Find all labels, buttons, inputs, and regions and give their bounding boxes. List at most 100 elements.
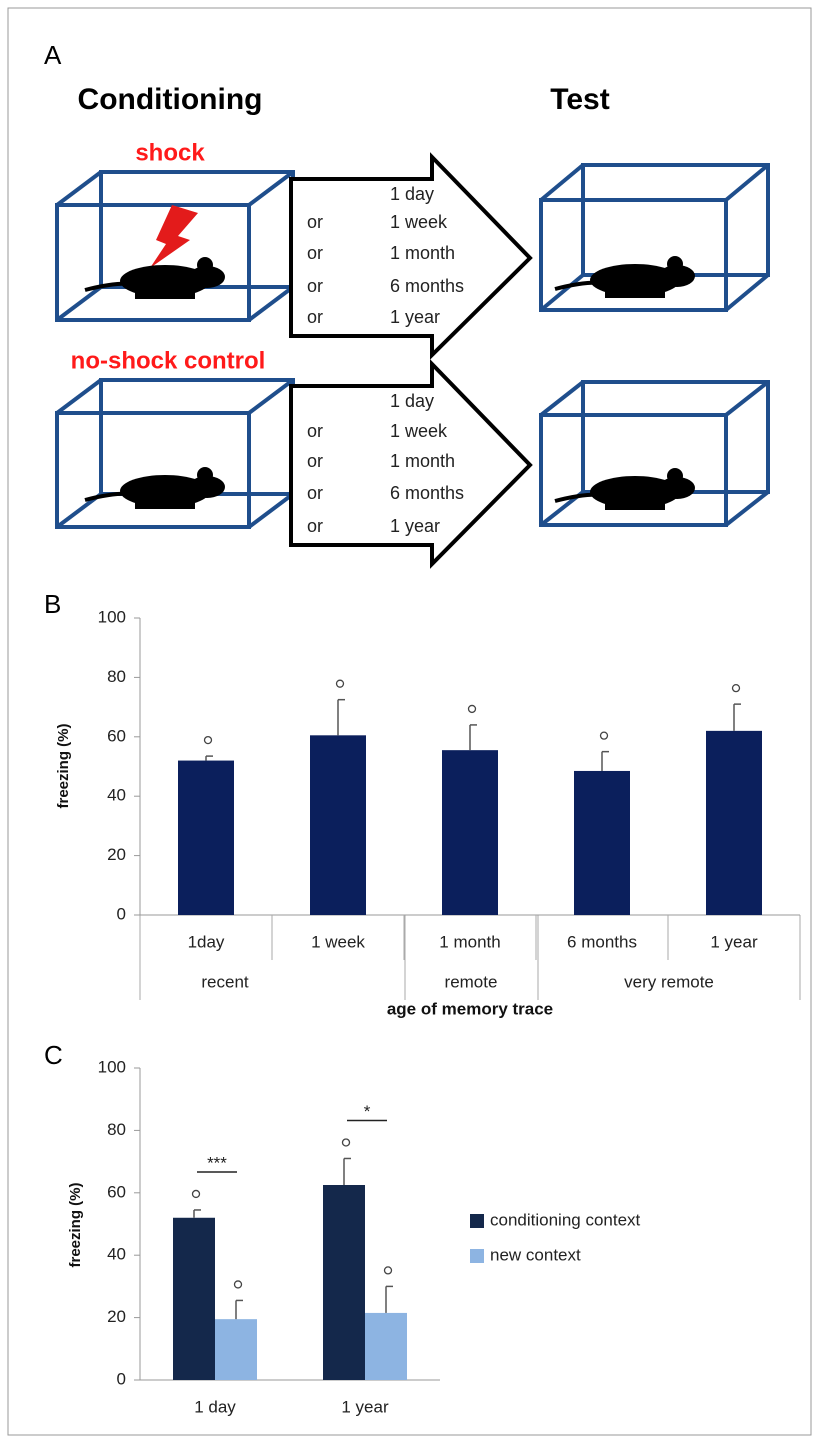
group-label: recent (201, 972, 249, 991)
cage-edge (724, 380, 770, 417)
marker (191, 1189, 201, 1199)
bar (178, 760, 234, 915)
legend-swatch (470, 1249, 484, 1263)
cage-edge (724, 163, 770, 202)
connector: or (307, 212, 323, 232)
interval: 6 months (390, 483, 464, 503)
interval: 6 months (390, 276, 464, 296)
x-tick-label: 1 week (311, 932, 365, 951)
marker (233, 1280, 243, 1289)
interval: 1 month (390, 243, 455, 263)
y-tick-label: 60 (107, 1182, 126, 1201)
mouse-body (120, 475, 210, 507)
mouse-head (189, 476, 225, 498)
connector: or (307, 276, 323, 296)
y-tick-label: 60 (107, 726, 126, 745)
y-tick-label: 0 (117, 1369, 126, 1388)
x-tick-label: 1 month (439, 932, 500, 951)
condition-label: shock (135, 139, 205, 166)
mouse-ear (197, 467, 213, 483)
significance-label: * (364, 1102, 371, 1121)
cage-edge (55, 285, 103, 322)
y-tick-label: 20 (107, 845, 126, 864)
cage-edge (247, 285, 295, 322)
x-tick-label: 1 day (194, 1397, 236, 1416)
bar (310, 735, 366, 915)
y-tick-label: 80 (107, 667, 126, 686)
mouse-feet (135, 293, 195, 299)
y-tick-label: 20 (107, 1307, 126, 1326)
interval: 1 year (390, 516, 440, 536)
interval: 1 day (390, 184, 434, 204)
mouse-ear (667, 256, 683, 272)
diagram-title: Test (550, 83, 609, 116)
y-tick-label: 100 (98, 607, 126, 626)
diagram-title: Conditioning (78, 83, 263, 116)
y-axis-title: freezing (%) (55, 723, 72, 808)
cage-edge (247, 492, 295, 529)
y-tick-label: 80 (107, 1120, 126, 1139)
group-label: very remote (624, 972, 714, 991)
connector: or (307, 421, 323, 441)
cage-edge (724, 273, 770, 312)
legend-swatch (470, 1214, 484, 1228)
connector: or (307, 516, 323, 536)
y-tick-label: 40 (107, 1245, 126, 1264)
bar (365, 1312, 407, 1380)
mouse-feet (135, 503, 195, 509)
legend-label: new context (490, 1245, 581, 1264)
x-tick-label: 1day (188, 932, 225, 951)
bar (215, 1319, 257, 1380)
panel-label: C (44, 1040, 63, 1070)
x-tick-label: 1 year (341, 1397, 389, 1416)
group-label: remote (445, 972, 498, 991)
mouse-body (590, 476, 680, 508)
mouse-ear (667, 468, 683, 484)
significance-label: *** (207, 1153, 227, 1172)
bar (323, 1185, 365, 1380)
arrow (289, 152, 533, 360)
x-axis-title: age of memory trace (387, 999, 553, 1018)
mouse-head (189, 266, 225, 288)
cage-front (55, 203, 251, 322)
mouse-head (659, 265, 695, 287)
y-axis-title: freezing (%) (67, 1182, 84, 1267)
mouse-body (120, 265, 210, 297)
marker (203, 735, 213, 745)
legend-label: conditioning context (490, 1210, 641, 1229)
y-tick-label: 40 (107, 786, 126, 805)
cage-back (99, 378, 295, 496)
connector: or (307, 307, 323, 327)
cage-edge (539, 163, 585, 202)
marker (341, 1138, 351, 1147)
cage-edge (539, 273, 585, 312)
mouse-head (659, 477, 695, 499)
connector: or (307, 451, 323, 471)
bar (173, 1217, 215, 1380)
cage-edge (55, 170, 103, 207)
bar (442, 750, 498, 915)
mouse-feet (605, 504, 665, 510)
cage (539, 163, 770, 312)
interval: 1 week (390, 212, 448, 232)
mouse-feet (605, 292, 665, 298)
mouse-body (590, 264, 680, 296)
interval: 1 week (390, 421, 448, 441)
condition-label: no-shock control (71, 347, 266, 374)
cages (55, 163, 770, 529)
marker (467, 704, 477, 714)
interval: 1 month (390, 451, 455, 471)
marker (335, 679, 345, 688)
interval: 1 day (390, 391, 434, 411)
connector: or (307, 243, 323, 263)
lightning (150, 205, 198, 268)
x-tick-label: 1 year (710, 932, 758, 951)
y-tick-label: 0 (117, 904, 126, 923)
interval: 1 year (390, 307, 440, 327)
bar (706, 730, 762, 915)
marker (383, 1266, 393, 1275)
connector: or (307, 483, 323, 503)
x-tick-label: 6 months (567, 932, 637, 951)
marker (599, 731, 609, 740)
